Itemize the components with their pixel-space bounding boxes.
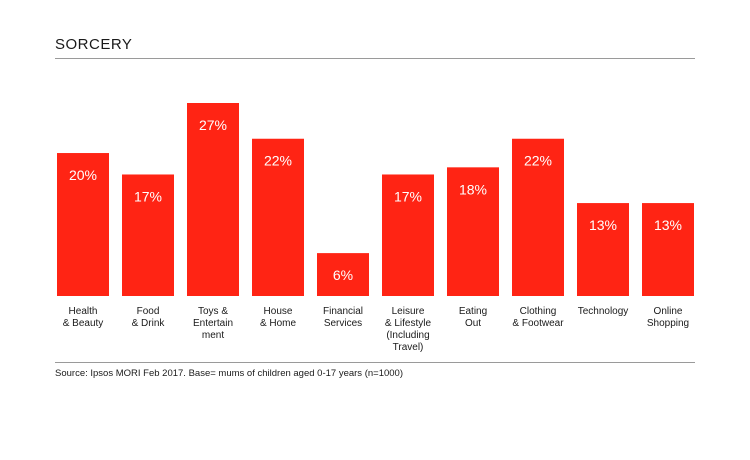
- bar-9: [642, 203, 694, 296]
- bar-3: [252, 138, 304, 296]
- category-label-9: Online Shopping: [647, 306, 689, 329]
- category-label-6: Eating Out: [459, 306, 487, 329]
- bar-value-label-7: 22%: [524, 153, 552, 169]
- source-note: Source: Ipsos MORI Feb 2017. Base= mums …: [55, 368, 403, 379]
- bar-6: [447, 167, 499, 296]
- bar-7: [512, 138, 564, 296]
- category-label-7: Clothing & Footwear: [512, 306, 564, 329]
- category-label-0: Health & Beauty: [63, 306, 104, 329]
- chart-title: SORCERY: [55, 36, 133, 53]
- title-divider: [55, 58, 695, 59]
- bar-value-label-6: 18%: [459, 181, 487, 197]
- bar-value-label-5: 17%: [394, 188, 422, 204]
- bar-1: [122, 174, 174, 296]
- bar-0: [57, 153, 109, 296]
- footer-divider: [55, 362, 695, 363]
- bar-5: [382, 174, 434, 296]
- bar-chart: 20% Health & Beauty 17% Food & Drink 27% Toys &…: [57, 103, 694, 353]
- bar-value-label-2: 27%: [199, 117, 227, 133]
- bar-2: [187, 103, 239, 296]
- category-label-1: Food & Drink: [132, 306, 166, 329]
- category-label-3: House & Home: [260, 306, 297, 329]
- category-label-4: Financial Services: [323, 306, 363, 329]
- category-label-2: Toys & Entertain ment: [193, 306, 233, 341]
- category-label-8: Technology: [578, 306, 629, 317]
- category-label-5: Leisure & Lifestyle (Including Travel): [385, 306, 432, 353]
- bar-value-label-3: 22%: [264, 153, 292, 169]
- bar-value-label-4: 6%: [333, 267, 353, 283]
- bar-value-label-0: 20%: [69, 167, 97, 183]
- bar-value-label-8: 13%: [589, 217, 617, 233]
- bar-value-label-1: 17%: [134, 188, 162, 204]
- bar-8: [577, 203, 629, 296]
- bar-4: [317, 253, 369, 296]
- bar-value-label-9: 13%: [654, 217, 682, 233]
